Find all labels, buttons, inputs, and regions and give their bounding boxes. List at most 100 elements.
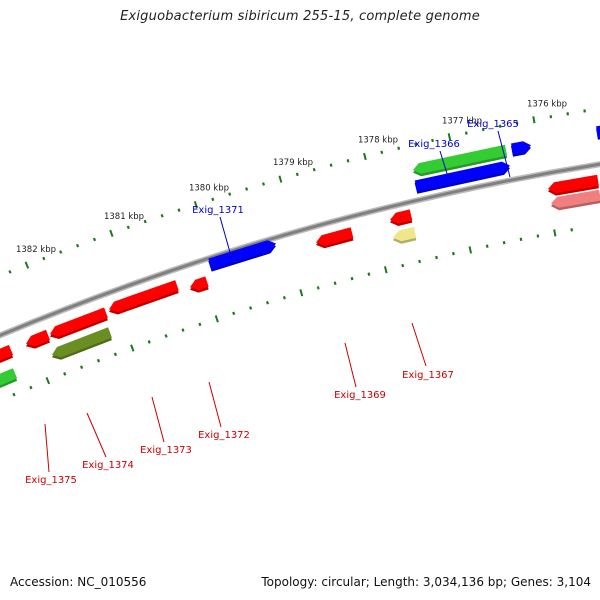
label-layer: 1382 kbp 1381 kbp 1380 kbp 1379 kbp 1378 kbp… <box>16 99 567 486</box>
gene-label: Exig_1365 <box>467 119 519 130</box>
outer-ring-minor-tick <box>8 270 12 274</box>
gene-label: Exig_1369 <box>334 390 386 401</box>
gene-arrow-red <box>390 209 413 224</box>
map-title: Exiguobacterium sibiricum 255-15, comple… <box>120 9 480 24</box>
topology-text: Topology: circular; Length: 3,034,136 bp… <box>261 575 591 589</box>
gene-arrow-red <box>109 280 179 312</box>
outer-ring-minor-tick <box>228 192 232 196</box>
gene-leader-line <box>208 381 222 428</box>
scale-label: 1378 kbp <box>358 136 398 146</box>
outer-ring-minor-tick <box>380 150 384 155</box>
gene-label: Exig_1366 <box>408 139 460 150</box>
gene-arrow-green <box>0 368 18 386</box>
gene-arrow-red <box>548 174 599 194</box>
outer-ring-minor-tick <box>481 127 485 132</box>
scale-label: 1377 kbp <box>442 116 482 126</box>
outer-ring-minor-tick <box>245 187 249 191</box>
inner-ring-minor-tick <box>96 358 101 363</box>
outer-ring-major-tick <box>532 116 536 124</box>
inner-ring-minor-tick <box>350 276 354 281</box>
outer-ring-minor-tick <box>414 142 418 146</box>
inner-ring-minor-tick <box>29 385 33 390</box>
inner-ring-minor-tick <box>333 281 337 285</box>
inner-ring-major-tick <box>299 289 304 297</box>
inner-ring-major-tick <box>214 315 219 323</box>
inner-ring-minor-tick <box>63 372 67 376</box>
inner-ring-minor-tick <box>367 272 371 276</box>
outer-ring-major-tick <box>193 201 198 209</box>
outer-ring-minor-tick <box>143 219 147 224</box>
backbone-circle <box>0 162 600 338</box>
outer-ring-minor-tick <box>295 172 299 177</box>
inner-ring-minor-tick <box>147 340 151 344</box>
gene-arrow-red <box>316 227 354 246</box>
gene-leader-line <box>151 396 165 443</box>
outer-ring-minor-tick <box>464 131 468 135</box>
outer-ring-minor-tick <box>515 121 519 125</box>
outer-ring-minor-tick <box>312 167 316 172</box>
feature-layer <box>0 125 600 389</box>
outer-ring-minor-tick <box>126 225 130 230</box>
inner-ring-minor-tick <box>164 334 168 338</box>
gene-leader-line <box>497 130 511 178</box>
inner-ring-minor-tick <box>232 311 236 316</box>
gene-arrow-green <box>413 144 508 174</box>
outer-ring-minor-tick <box>262 182 265 186</box>
outer-ring-major-tick <box>447 133 452 141</box>
outer-ring-major-tick <box>278 175 283 183</box>
gene-leader-line <box>411 322 427 367</box>
inner-ring-major-tick <box>383 266 388 274</box>
inner-ring-major-tick <box>553 229 557 237</box>
gene-arrow-blue <box>511 141 531 155</box>
outer-ring-minor-tick <box>160 214 164 218</box>
gene-leader-line <box>439 150 450 181</box>
gene-arrow-blue <box>414 161 510 192</box>
gene-leader-line <box>86 412 107 458</box>
gene-arrow-pink <box>551 189 600 208</box>
scale-label: 1381 kbp <box>104 212 144 222</box>
gene-leader-line <box>219 216 234 264</box>
outer-ring-minor-tick <box>76 243 80 248</box>
inner-ring-minor-tick <box>249 306 253 310</box>
outer-ring-minor-tick <box>42 256 46 261</box>
scale-label: 1382 kbp <box>16 245 56 255</box>
outer-ring-minor-tick <box>177 208 181 212</box>
gene-arrow-blue <box>596 125 600 138</box>
inner-ring-minor-tick <box>570 228 574 232</box>
outer-ring-minor-tick <box>329 163 333 167</box>
inner-ring-major-tick <box>468 246 473 254</box>
inner-ring-minor-tick <box>435 255 438 260</box>
inner-ring-major-tick <box>45 377 51 385</box>
outer-ring-minor-tick <box>211 197 215 202</box>
scale-label: 1376 kbp <box>527 99 567 109</box>
outer-ring-major-tick <box>363 152 367 161</box>
outer-ring-minor-tick <box>59 250 63 254</box>
outer-ring-minor-tick <box>498 124 502 128</box>
inner-ring-minor-tick <box>519 237 523 242</box>
gene-label: Exig_1372 <box>198 430 250 441</box>
outer-ring-minor-tick <box>397 146 401 150</box>
gene-leader-line <box>344 342 357 388</box>
inner-ring-minor-tick <box>316 286 320 290</box>
inner-ring-minor-tick <box>181 328 185 332</box>
inner-ring-minor-tick <box>266 301 269 305</box>
outer-ring-minor-tick <box>346 159 350 163</box>
gene-label: Exig_1375 <box>25 475 77 486</box>
inner-ring-minor-tick <box>198 322 202 327</box>
gene-arrow-blue <box>208 240 276 270</box>
gene-arrow-yellow <box>393 227 417 242</box>
inner-ring-minor-tick <box>12 392 16 397</box>
accession-text: Accession: NC_010556 <box>10 575 147 589</box>
gene-leader-line <box>44 423 50 473</box>
outer-ring-major-tick <box>24 261 30 269</box>
inner-ring-minor-tick <box>282 295 286 300</box>
gene-label: Exig_1373 <box>140 445 192 456</box>
tick-layer <box>8 109 586 397</box>
outer-ring-minor-tick <box>566 112 570 116</box>
backbone-layer <box>0 161 600 339</box>
scale-label: 1380 kbp <box>189 183 229 193</box>
gene-label: Exig_1367 <box>402 370 454 381</box>
gene-label: Exig_1371 <box>192 205 244 216</box>
outer-ring-minor-tick <box>549 115 553 119</box>
